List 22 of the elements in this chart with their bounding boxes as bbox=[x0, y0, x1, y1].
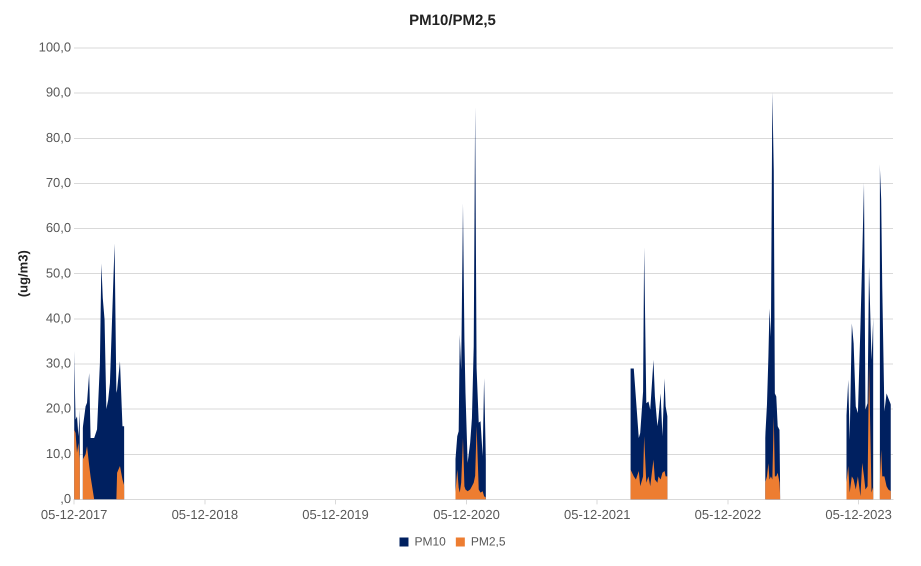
y-tick-label: 10,0 bbox=[46, 446, 72, 461]
y-tick-label: ,0 bbox=[60, 490, 72, 506]
x-tick-label: 05-12-2018 bbox=[172, 506, 238, 522]
y-tick-label: 40,0 bbox=[46, 310, 72, 326]
y-tick-label: 20,0 bbox=[46, 400, 72, 416]
x-tick-label: 05-12-2022 bbox=[694, 506, 762, 522]
legend-label: PM2,5 bbox=[470, 534, 506, 548]
y-tick-label: 60,0 bbox=[46, 220, 72, 236]
y-tick-label: 100,0 bbox=[38, 40, 72, 55]
x-tick-label: 05-12-2023 bbox=[825, 506, 892, 522]
x-tick-label: 05-12-2019 bbox=[302, 506, 369, 522]
x-tick-label: 05-12-2020 bbox=[433, 506, 500, 522]
y-tick-label: 70,0 bbox=[46, 175, 72, 190]
y-tick-label: 90,0 bbox=[46, 84, 72, 100]
chart-title: PM10/PM2,5 bbox=[409, 12, 496, 30]
x-tick-label: 05-12-2021 bbox=[564, 506, 630, 522]
y-tick-label: 30,0 bbox=[46, 356, 72, 371]
legend-label: PM10 bbox=[414, 534, 446, 548]
y-tick-label: 50,0 bbox=[46, 265, 72, 280]
x-tick-label: 05-12-2017 bbox=[40, 506, 108, 522]
y-axis-title: (ug/m3) bbox=[15, 250, 30, 298]
y-tick-label: 80,0 bbox=[46, 130, 72, 145]
